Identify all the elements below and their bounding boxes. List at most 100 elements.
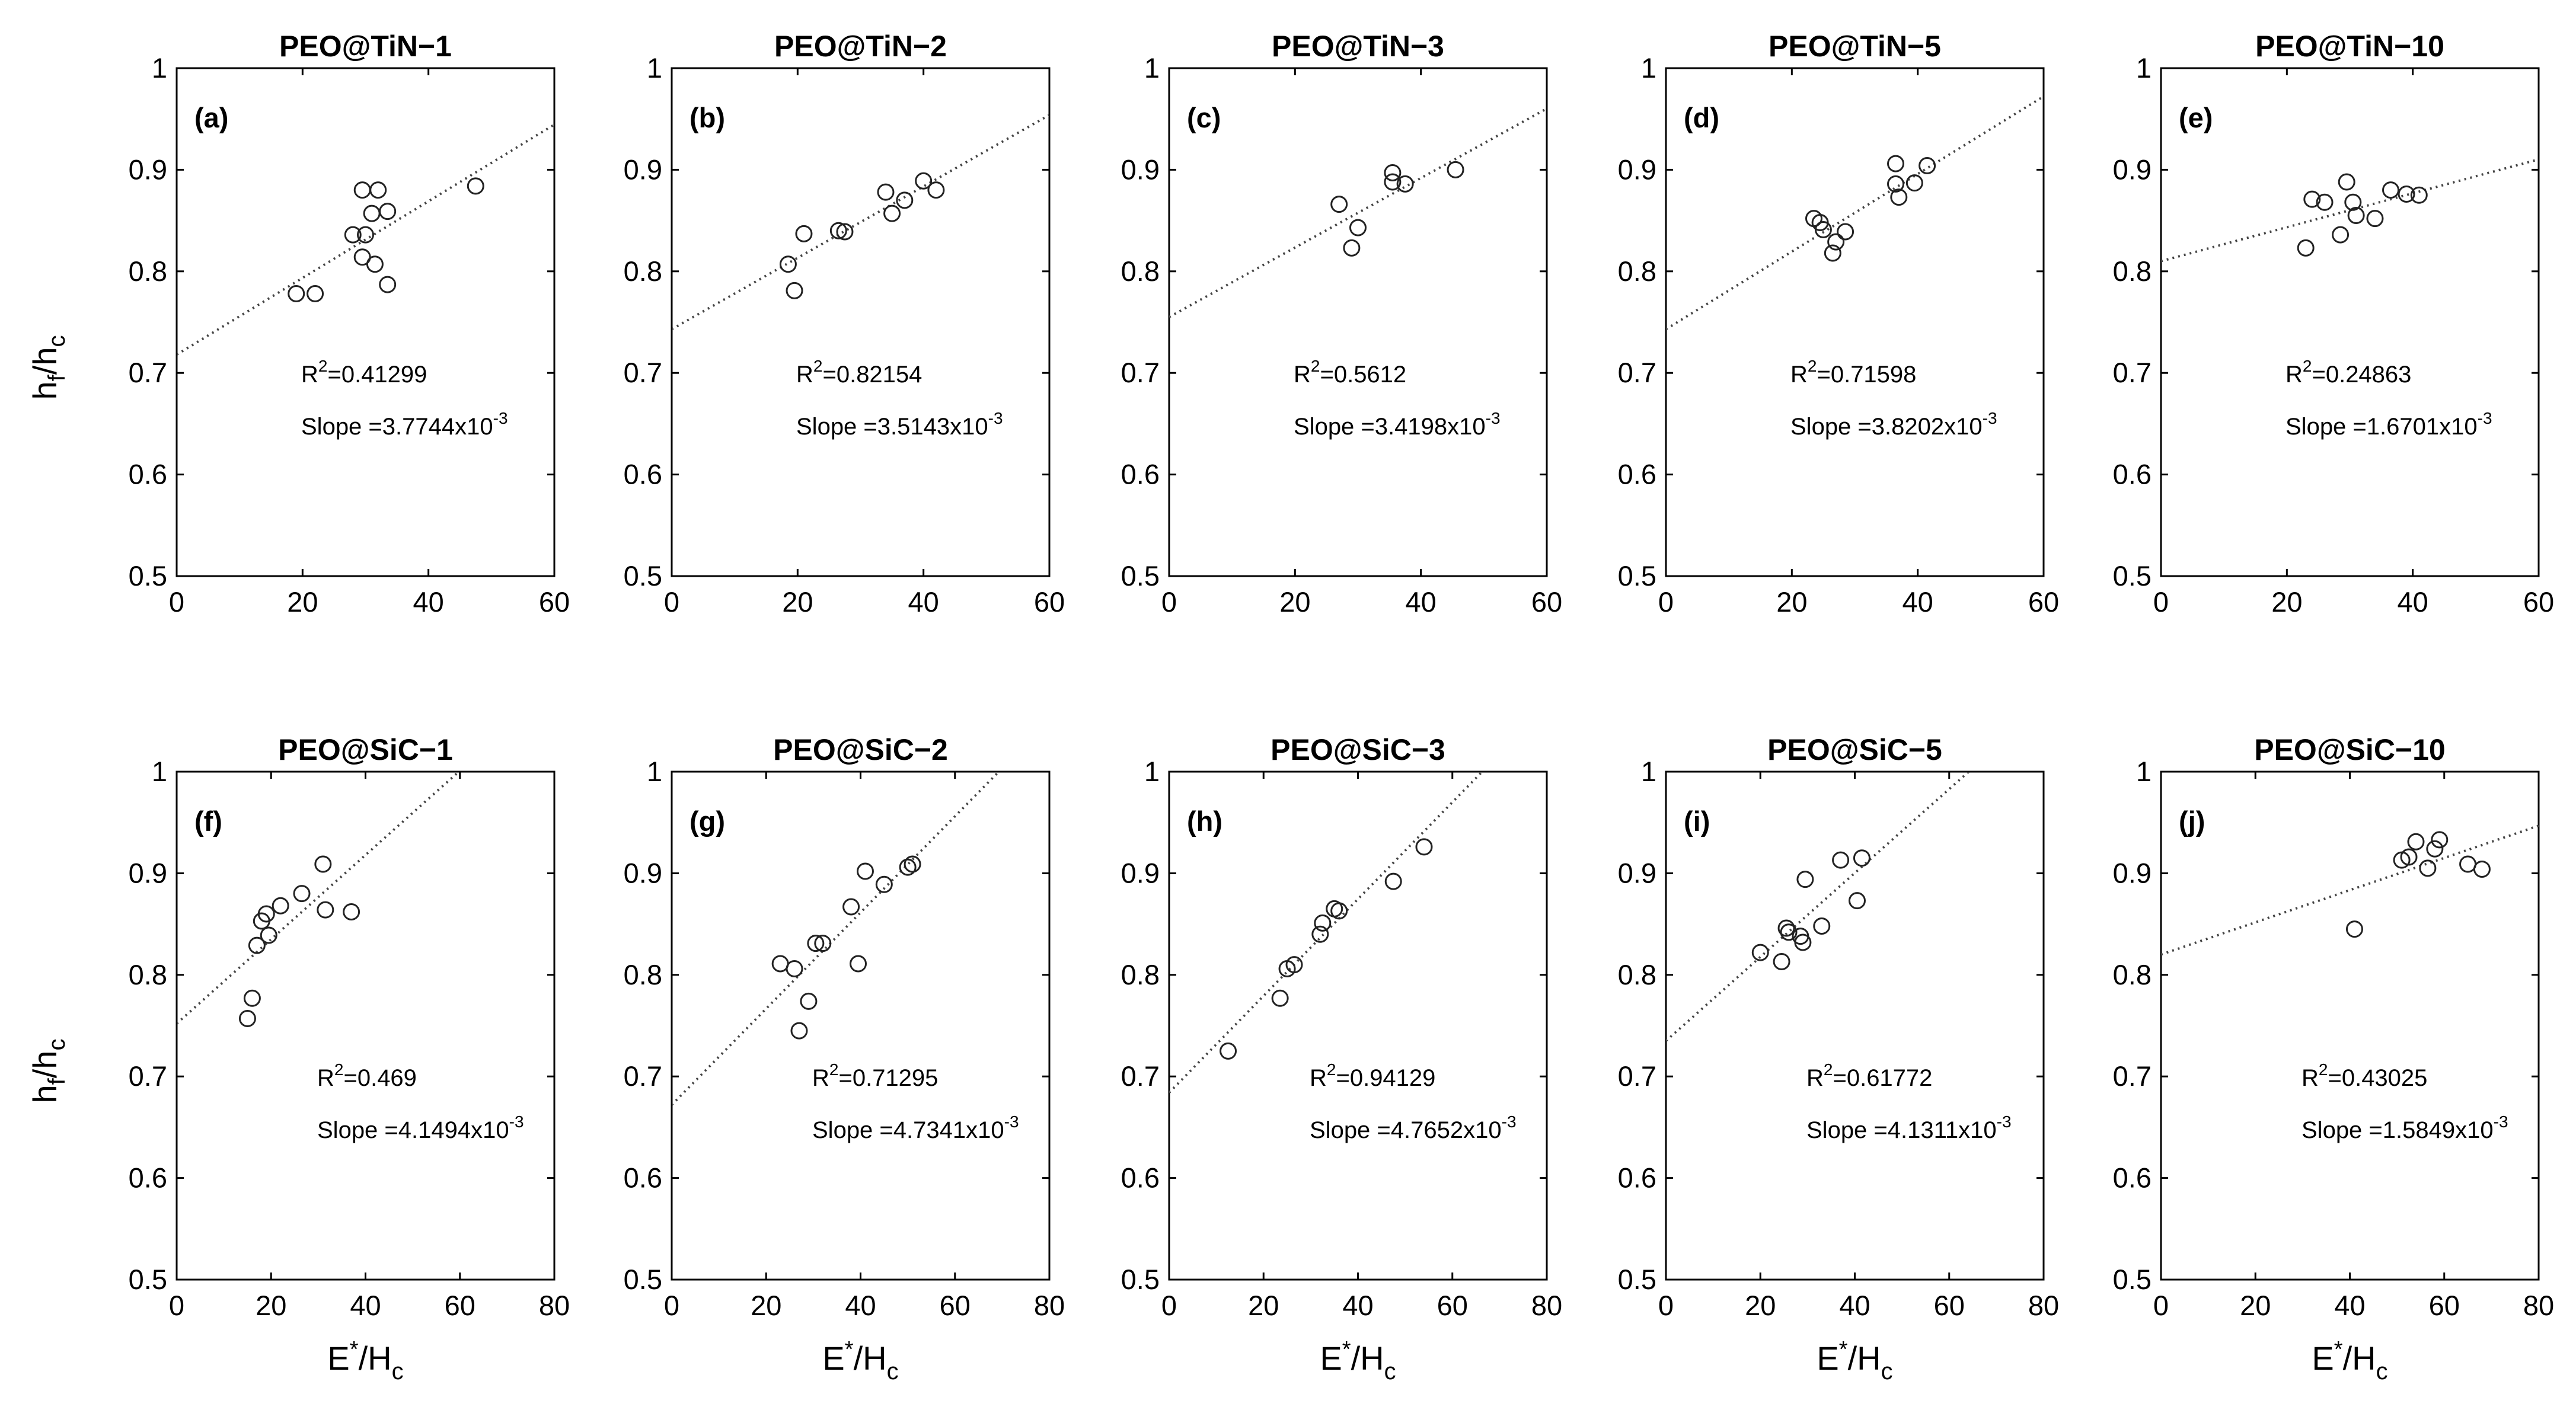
y-tick-label: 0.5 bbox=[624, 1264, 662, 1295]
y-tick-label: 0.9 bbox=[1121, 857, 1160, 888]
x-tick-label: 40 bbox=[908, 586, 939, 618]
x-tick-label: 20 bbox=[287, 586, 318, 618]
panel-label: (j) bbox=[2179, 805, 2205, 837]
x-tick-label: 40 bbox=[2334, 1290, 2365, 1321]
data-point bbox=[1349, 219, 1367, 236]
data-point bbox=[795, 225, 813, 242]
panel-title: PEO@TiN−3 bbox=[1272, 30, 1444, 63]
y-tick-label: 0.5 bbox=[624, 560, 662, 592]
panel-6: 0.5 0.6 0.7 0.8 0.9 1 0 20 40 60 80 PEO@SiC−1 (f) R2=… bbox=[129, 733, 570, 1321]
data-point bbox=[786, 960, 803, 978]
data-point bbox=[2344, 193, 2362, 211]
x-tick-label: 0 bbox=[2153, 586, 2169, 618]
y-tick-label: 1 bbox=[647, 756, 662, 787]
y-tick-label: 0.6 bbox=[624, 1162, 662, 1194]
data-point bbox=[814, 935, 832, 952]
data-point bbox=[1780, 923, 1798, 941]
panel-5: 0.5 0.6 0.7 0.8 0.9 1 0 20 40 60 PEO@TiN−10 (e) R2=0… bbox=[2113, 30, 2554, 618]
data-point bbox=[896, 191, 914, 209]
data-point bbox=[2338, 173, 2355, 191]
x-tick-label: 20 bbox=[2240, 1290, 2271, 1321]
data-point bbox=[1751, 944, 1769, 961]
x-tick-label: 60 bbox=[1034, 586, 1065, 618]
panel-7: 0.5 0.6 0.7 0.8 0.9 1 0 20 40 60 80 PEO@SiC−2 (g) R2=… bbox=[624, 733, 1065, 1321]
y-tick-label: 1 bbox=[1641, 756, 1656, 787]
y-tick-label: 0.9 bbox=[624, 154, 662, 185]
y-tick-label: 0.8 bbox=[1618, 255, 1656, 287]
data-point bbox=[1832, 851, 1850, 869]
data-point bbox=[357, 226, 374, 244]
data-point bbox=[238, 1010, 256, 1028]
data-point bbox=[836, 223, 854, 241]
fit-line bbox=[2161, 824, 2539, 956]
panel-4: 0.5 0.6 0.7 0.8 0.9 1 0 20 40 60 PEO@TiN−5 (d) R2=0.… bbox=[1618, 30, 2059, 618]
x-tick-label: 40 bbox=[1342, 1290, 1373, 1321]
x-tick-label: 80 bbox=[1531, 1290, 1562, 1321]
x-tick-label: 60 bbox=[940, 1290, 971, 1321]
y-tick-label: 0.7 bbox=[129, 357, 167, 388]
plot-frame bbox=[1168, 67, 1548, 577]
data-point bbox=[260, 926, 277, 944]
y-tick-label: 0.6 bbox=[2113, 459, 2152, 490]
r-squared: R2=0.71295 bbox=[812, 1060, 938, 1091]
y-tick-label: 0.8 bbox=[1121, 959, 1160, 990]
data-point bbox=[779, 255, 797, 273]
data-point bbox=[2407, 833, 2425, 851]
x-tick-label: 20 bbox=[1248, 1290, 1279, 1321]
y-tick-label: 0.7 bbox=[1618, 357, 1656, 388]
plot-frame bbox=[671, 67, 1051, 577]
data-point bbox=[2366, 210, 2384, 228]
x-tick-label: 60 bbox=[1934, 1290, 1965, 1321]
y-tick-label: 0.9 bbox=[2113, 857, 2152, 888]
panel-label: (b) bbox=[690, 102, 725, 133]
x-tick-label: 40 bbox=[1903, 586, 1933, 618]
x-tick-label: 80 bbox=[2028, 1290, 2059, 1321]
fit-line bbox=[1666, 772, 1971, 1042]
x-tick-label: 60 bbox=[1531, 586, 1562, 618]
y-tick-label: 0.9 bbox=[1618, 857, 1656, 888]
data-point bbox=[257, 905, 275, 923]
data-point bbox=[288, 285, 305, 303]
y-tick-label: 0.8 bbox=[624, 959, 662, 990]
x-tick-label: 20 bbox=[2271, 586, 2302, 618]
x-tick-label: 60 bbox=[2028, 586, 2059, 618]
data-point bbox=[363, 204, 381, 222]
x-tick-label: 20 bbox=[1279, 586, 1310, 618]
data-point bbox=[2410, 186, 2428, 204]
y-tick-label: 0.5 bbox=[1121, 560, 1160, 592]
plot-frame bbox=[671, 770, 1051, 1281]
data-point bbox=[2332, 226, 2350, 244]
y-tick-label: 0.6 bbox=[1121, 459, 1160, 490]
data-point bbox=[1905, 174, 1923, 192]
slope-text: Slope =4.1311x10-3 bbox=[1806, 1112, 2012, 1143]
data-point bbox=[2316, 193, 2334, 211]
y-tick-label: 0.6 bbox=[1121, 1162, 1160, 1194]
r-squared: R2=0.94129 bbox=[1310, 1060, 1435, 1091]
x-tick-label: 20 bbox=[1745, 1290, 1776, 1321]
data-point bbox=[1271, 989, 1289, 1007]
y-axis-label: hf/hc bbox=[26, 1039, 70, 1104]
data-point bbox=[1848, 892, 1866, 910]
slope-text: Slope =3.7744x10-3 bbox=[301, 409, 508, 440]
data-point bbox=[829, 222, 847, 239]
data-point bbox=[2347, 207, 2365, 225]
y-tick-label: 1 bbox=[152, 52, 167, 84]
y-tick-label: 0.7 bbox=[129, 1060, 167, 1092]
x-tick-label: 0 bbox=[169, 1290, 184, 1321]
slope-text: Slope =4.7341x10-3 bbox=[812, 1112, 1019, 1143]
data-point bbox=[1824, 244, 1841, 262]
x-tick-label: 20 bbox=[256, 1290, 286, 1321]
y-tick-label: 0.7 bbox=[2113, 1060, 2152, 1092]
y-tick-label: 0.5 bbox=[129, 560, 167, 592]
data-point bbox=[1384, 164, 1402, 182]
x-tick-label: 0 bbox=[169, 586, 184, 618]
data-point bbox=[2459, 855, 2477, 873]
y-tick-label: 0.6 bbox=[1618, 459, 1656, 490]
data-point bbox=[2431, 831, 2449, 849]
fit-line bbox=[177, 772, 461, 1025]
data-point bbox=[904, 855, 921, 873]
panel-title: PEO@TiN−5 bbox=[1769, 30, 1941, 63]
x-tick-label: 60 bbox=[2429, 1290, 2460, 1321]
x-tick-label: 80 bbox=[2523, 1290, 2554, 1321]
data-point bbox=[1796, 871, 1814, 888]
